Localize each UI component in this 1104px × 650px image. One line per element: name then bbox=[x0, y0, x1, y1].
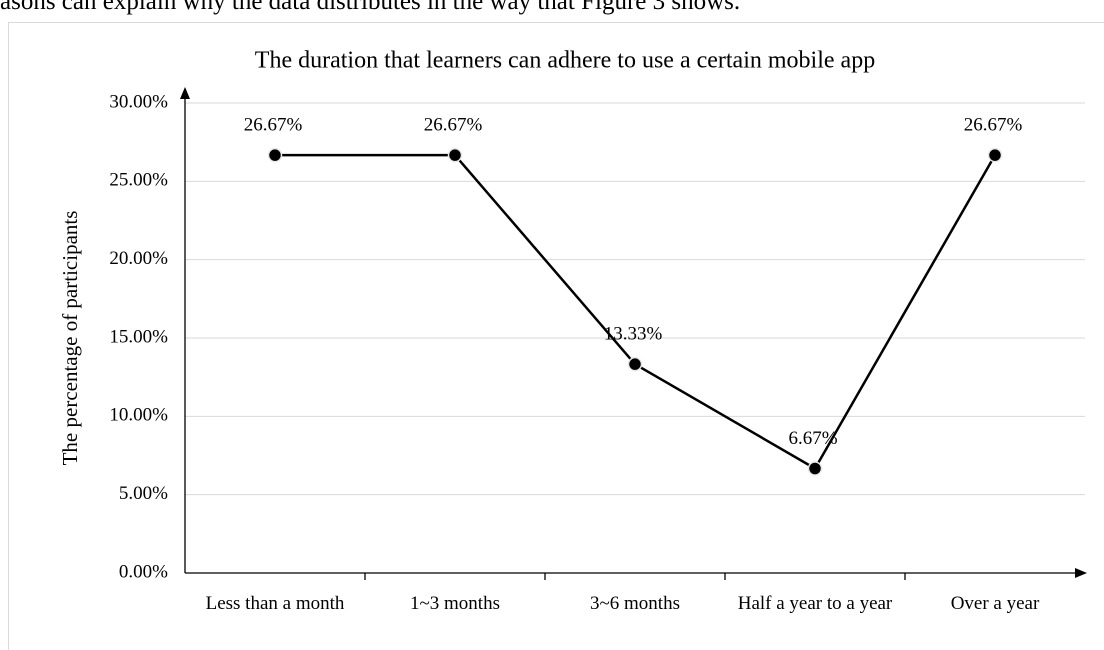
x-tick-label: Over a year bbox=[950, 593, 1040, 614]
chart-frame bbox=[8, 22, 1104, 650]
data-point bbox=[987, 147, 1003, 163]
data-label: 13.33% bbox=[604, 324, 663, 345]
context-text: asons can explain why the data distribut… bbox=[0, 0, 741, 15]
data-label: 6.67% bbox=[788, 428, 837, 449]
y-axis-arrow bbox=[180, 87, 190, 99]
chart-title: The duration that learners can adhere to… bbox=[255, 48, 875, 74]
y-tick-label: 5.00% bbox=[119, 483, 168, 504]
data-label: 26.67% bbox=[244, 115, 303, 136]
data-point bbox=[807, 461, 823, 476]
y-tick-label: 10.00% bbox=[109, 405, 168, 426]
y-tick-label: 30.00% bbox=[109, 91, 168, 112]
y-tick-label: 20.00% bbox=[109, 248, 168, 269]
data-label: 26.67% bbox=[964, 115, 1023, 136]
y-tick-label: 15.00% bbox=[109, 326, 168, 347]
x-axis-arrow bbox=[1075, 568, 1087, 578]
y-tick-label: 25.00% bbox=[109, 170, 168, 191]
data-point bbox=[267, 147, 283, 163]
data-label: 26.67% bbox=[424, 115, 483, 136]
y-axis-label: The percentage of participants bbox=[58, 211, 82, 466]
x-tick-label: 1~3 months bbox=[410, 593, 500, 614]
y-tick-label: 0.00% bbox=[119, 561, 168, 582]
x-tick-label: Less than a month bbox=[205, 593, 345, 614]
x-tick-label: 3~6 months bbox=[590, 593, 680, 614]
x-tick-label: Half a year to a year bbox=[737, 593, 893, 614]
data-point bbox=[627, 356, 643, 372]
data-point bbox=[447, 147, 463, 163]
series-line bbox=[275, 153, 997, 471]
